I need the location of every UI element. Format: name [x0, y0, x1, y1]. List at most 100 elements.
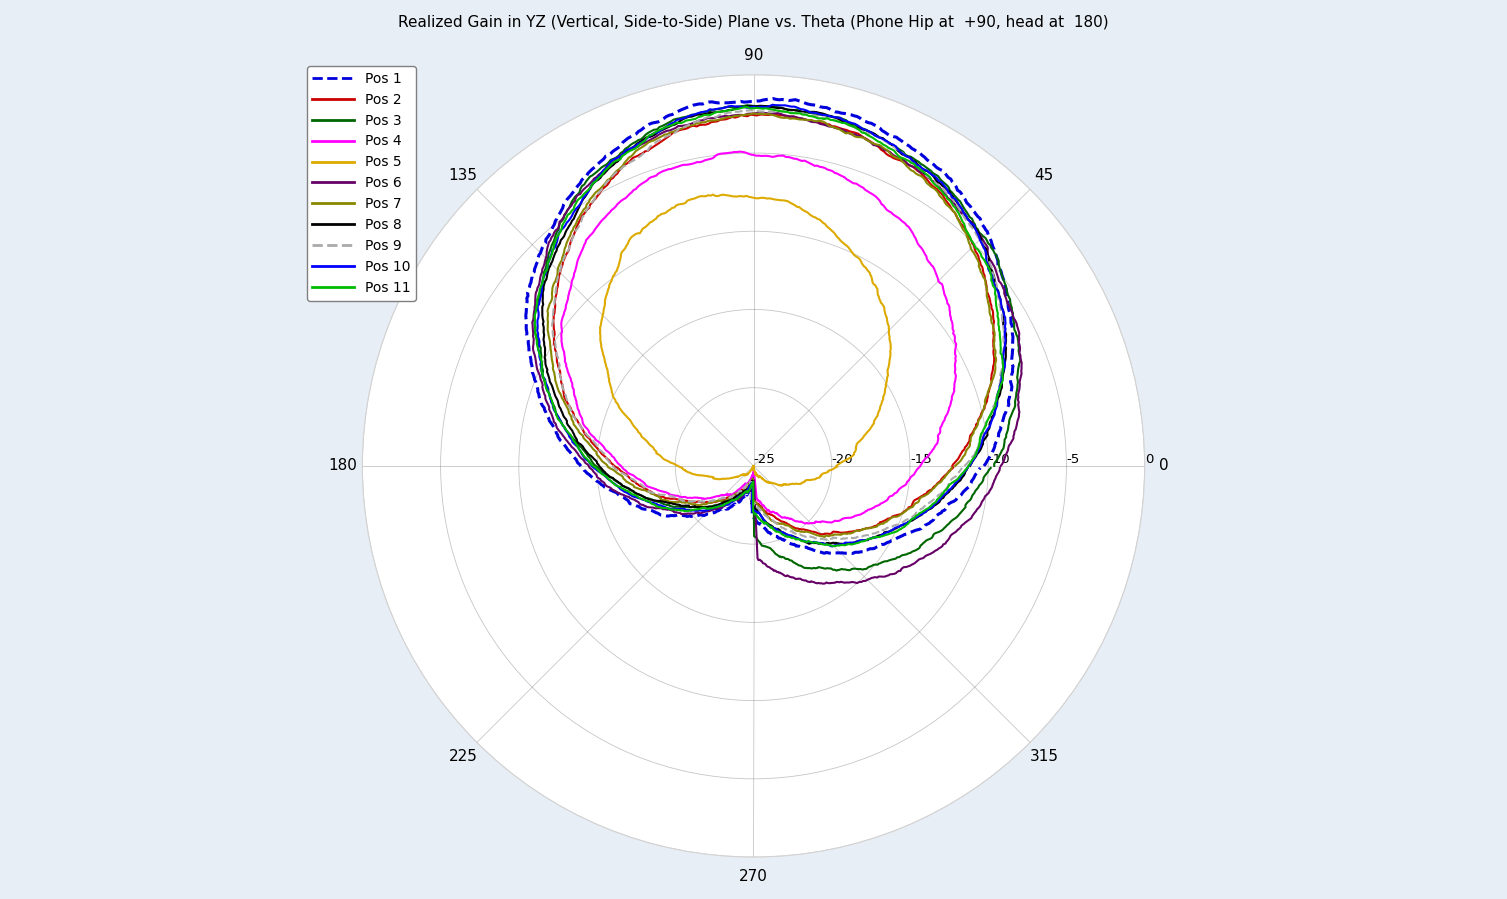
Pos 11	[806, 111, 824, 122]
Pos 7	[946, 460, 964, 471]
Pos 10	[743, 477, 761, 488]
Pos 11	[722, 495, 740, 506]
Pos 4	[934, 280, 952, 291]
Pos 2	[967, 248, 986, 259]
Pos 3	[723, 494, 741, 504]
Line: Pos 5: Pos 5	[600, 194, 891, 485]
Pos 9	[972, 434, 990, 445]
Line: Pos 6: Pos 6	[532, 113, 1022, 583]
Pos 1	[684, 100, 702, 111]
Pos 11	[744, 476, 763, 487]
Pos 8	[722, 494, 740, 505]
Pos 4	[912, 460, 930, 471]
Pos 2	[726, 489, 744, 500]
Pos 1	[971, 462, 989, 473]
Pos 5	[880, 332, 898, 343]
Pos 10	[974, 434, 992, 445]
Pos 1	[787, 94, 805, 105]
Pos 8	[806, 107, 824, 118]
Pos 3	[738, 100, 757, 111]
Pos 6	[720, 497, 738, 508]
Line: Pos 4: Pos 4	[561, 152, 957, 523]
Pos 1	[699, 509, 717, 520]
Pos 4	[717, 489, 735, 500]
Pos 8	[750, 101, 769, 111]
Line: Pos 11: Pos 11	[535, 107, 1004, 546]
Pos 3	[744, 472, 763, 483]
Pos 9	[806, 110, 824, 120]
Pos 5	[744, 460, 763, 471]
Pos 10	[776, 100, 794, 111]
Pos 4	[927, 440, 945, 450]
Pos 10	[958, 462, 977, 473]
Pos 5	[740, 467, 758, 478]
Pos 4	[731, 147, 749, 157]
Pos 8	[975, 242, 993, 253]
Pos 3	[686, 109, 704, 120]
Pos 8	[707, 501, 725, 512]
Pos 10	[806, 108, 824, 119]
Line: Pos 1: Pos 1	[526, 99, 1013, 554]
Line: Pos 10: Pos 10	[536, 105, 1005, 547]
Pos 8	[686, 110, 704, 120]
Pos 5	[737, 469, 755, 480]
Pos 4	[693, 156, 711, 167]
Pos 4	[728, 485, 746, 495]
Pos 8	[961, 460, 980, 471]
Pos 10	[719, 499, 737, 510]
Pos 5	[692, 191, 710, 201]
Line: Pos 9: Pos 9	[552, 111, 1004, 539]
Pos 7	[961, 436, 980, 447]
Pos 11	[705, 503, 723, 513]
Pos 7	[743, 474, 761, 485]
Pos 5	[827, 461, 845, 472]
Pos 1	[983, 236, 1001, 246]
Pos 5	[790, 201, 808, 212]
Pos 3	[806, 109, 824, 120]
Pos 5	[702, 191, 720, 201]
Pos 1	[989, 432, 1007, 443]
Pos 8	[958, 462, 977, 473]
Pos 2	[766, 109, 784, 120]
Pos 6	[687, 117, 705, 128]
Pos 9	[687, 116, 705, 127]
Pos 6	[977, 240, 995, 251]
Line: Pos 3: Pos 3	[535, 105, 1020, 571]
Pos 6	[990, 463, 1008, 474]
Pos 7	[805, 116, 823, 127]
Pos 2	[805, 116, 823, 127]
Pos 11	[960, 460, 978, 471]
Pos 3	[981, 463, 999, 474]
Pos 3	[998, 432, 1016, 442]
Pos 3	[707, 500, 725, 511]
Line: Pos 7: Pos 7	[547, 113, 996, 537]
Pos 9	[952, 462, 971, 473]
Pos 6	[1004, 431, 1022, 441]
Pos 2	[960, 436, 978, 447]
Pos 11	[958, 462, 977, 473]
Pos 5	[845, 450, 864, 460]
Pos 4	[799, 156, 817, 167]
Pos 2	[713, 494, 731, 505]
Pos 4	[744, 466, 763, 476]
Pos 11	[738, 102, 757, 112]
Pos 7	[711, 494, 729, 505]
Pos 2	[945, 462, 963, 473]
Pos 11	[971, 246, 989, 257]
Pos 10	[975, 242, 993, 253]
Pos 5	[827, 460, 845, 471]
Pos 1	[744, 479, 763, 490]
Line: Pos 2: Pos 2	[553, 114, 995, 534]
Pos 7	[744, 108, 763, 119]
Pos 2	[743, 473, 761, 484]
Pos 8	[975, 434, 993, 445]
Pos 8	[743, 476, 761, 486]
Pos 11	[686, 113, 704, 124]
Pos 1	[975, 460, 993, 471]
Pos 3	[986, 460, 1004, 471]
Pos 7	[726, 488, 744, 499]
Pos 7	[687, 118, 705, 129]
Pos 6	[805, 117, 823, 128]
Legend: Pos 1, Pos 2, Pos 3, Pos 4, Pos 5, Pos 6, Pos 7, Pos 8, Pos 9, Pos 10, Pos 11: Pos 1, Pos 2, Pos 3, Pos 4, Pos 5, Pos 6…	[307, 67, 416, 300]
Pos 7	[966, 250, 984, 261]
